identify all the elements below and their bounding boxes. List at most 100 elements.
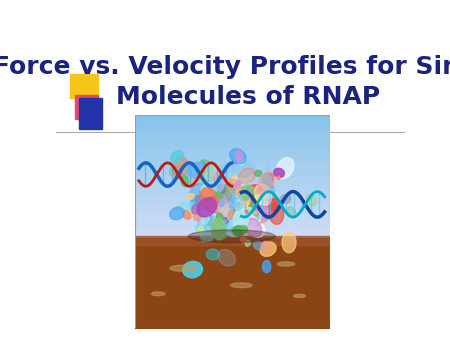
Ellipse shape	[270, 185, 273, 188]
Ellipse shape	[198, 223, 214, 241]
Ellipse shape	[245, 210, 248, 213]
Ellipse shape	[180, 176, 182, 180]
Ellipse shape	[247, 221, 265, 237]
Ellipse shape	[294, 294, 305, 297]
Ellipse shape	[235, 150, 243, 161]
Ellipse shape	[208, 198, 220, 211]
Ellipse shape	[241, 238, 247, 243]
Ellipse shape	[198, 226, 203, 234]
Ellipse shape	[282, 232, 296, 253]
Ellipse shape	[234, 201, 247, 219]
Ellipse shape	[181, 175, 189, 187]
Ellipse shape	[233, 208, 249, 229]
Ellipse shape	[231, 211, 243, 221]
Ellipse shape	[287, 207, 296, 216]
Ellipse shape	[190, 210, 195, 214]
Ellipse shape	[212, 218, 226, 240]
Ellipse shape	[255, 170, 262, 176]
Ellipse shape	[207, 249, 220, 260]
Text: Force vs. Velocity Profiles for Single
Molecules of RNAP: Force vs. Velocity Profiles for Single M…	[0, 55, 450, 109]
Ellipse shape	[192, 204, 200, 214]
Ellipse shape	[237, 156, 244, 165]
Ellipse shape	[218, 189, 226, 200]
Ellipse shape	[170, 265, 197, 271]
Ellipse shape	[213, 222, 227, 239]
Ellipse shape	[266, 197, 274, 208]
Ellipse shape	[217, 166, 224, 172]
Ellipse shape	[240, 192, 250, 207]
Ellipse shape	[256, 214, 260, 219]
Ellipse shape	[228, 210, 240, 220]
Ellipse shape	[277, 262, 295, 266]
Ellipse shape	[261, 174, 272, 188]
Bar	[76, 95, 98, 119]
Ellipse shape	[230, 201, 235, 209]
Ellipse shape	[258, 172, 274, 192]
Ellipse shape	[238, 168, 255, 184]
Bar	[135, 115, 328, 328]
Ellipse shape	[206, 177, 219, 195]
Ellipse shape	[218, 196, 222, 201]
Ellipse shape	[277, 176, 279, 180]
Ellipse shape	[225, 222, 242, 237]
Ellipse shape	[234, 197, 243, 210]
Ellipse shape	[190, 196, 202, 214]
Ellipse shape	[255, 184, 267, 200]
Ellipse shape	[274, 168, 284, 177]
Ellipse shape	[267, 167, 270, 170]
Ellipse shape	[233, 226, 245, 236]
Ellipse shape	[223, 219, 238, 232]
Ellipse shape	[183, 211, 191, 219]
Ellipse shape	[245, 218, 262, 237]
Ellipse shape	[217, 196, 225, 207]
Ellipse shape	[230, 227, 233, 231]
Ellipse shape	[251, 199, 259, 211]
Ellipse shape	[211, 222, 214, 226]
Ellipse shape	[252, 210, 259, 216]
Ellipse shape	[201, 182, 217, 196]
Ellipse shape	[212, 209, 217, 213]
Ellipse shape	[276, 158, 294, 179]
Ellipse shape	[202, 162, 206, 165]
Ellipse shape	[188, 194, 194, 199]
Bar	[79, 98, 102, 129]
Ellipse shape	[217, 182, 224, 187]
Ellipse shape	[253, 241, 263, 250]
Ellipse shape	[230, 173, 245, 194]
Ellipse shape	[191, 174, 202, 186]
Ellipse shape	[260, 214, 268, 223]
Ellipse shape	[216, 213, 223, 222]
Ellipse shape	[234, 181, 241, 189]
Ellipse shape	[216, 184, 225, 195]
Ellipse shape	[218, 249, 235, 266]
Ellipse shape	[173, 157, 188, 178]
Ellipse shape	[241, 225, 248, 233]
Ellipse shape	[234, 160, 255, 177]
Ellipse shape	[222, 184, 235, 195]
Ellipse shape	[201, 237, 205, 242]
Ellipse shape	[213, 189, 216, 192]
Ellipse shape	[238, 185, 254, 200]
Ellipse shape	[220, 200, 231, 216]
Ellipse shape	[183, 261, 202, 278]
Ellipse shape	[214, 201, 233, 218]
Ellipse shape	[177, 202, 197, 218]
Ellipse shape	[222, 185, 234, 195]
Ellipse shape	[227, 178, 233, 183]
Ellipse shape	[269, 198, 281, 212]
Ellipse shape	[246, 211, 261, 227]
Ellipse shape	[206, 180, 214, 191]
Ellipse shape	[171, 151, 184, 163]
Ellipse shape	[236, 200, 252, 215]
Ellipse shape	[256, 202, 276, 220]
Ellipse shape	[232, 160, 245, 172]
Ellipse shape	[257, 217, 260, 219]
Ellipse shape	[228, 190, 235, 200]
Ellipse shape	[197, 198, 216, 217]
Ellipse shape	[205, 192, 209, 195]
Ellipse shape	[188, 230, 275, 243]
Ellipse shape	[194, 214, 202, 221]
Ellipse shape	[219, 178, 227, 189]
Ellipse shape	[250, 199, 253, 202]
Ellipse shape	[234, 225, 244, 235]
